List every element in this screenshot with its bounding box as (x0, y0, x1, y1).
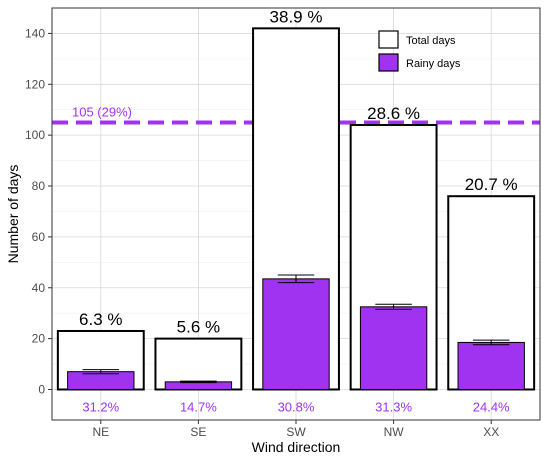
rainy-days-label: 14.7% (180, 399, 217, 414)
y-tick-label: 100 (25, 128, 45, 142)
bar-rainy-days (457, 341, 525, 390)
total-days-label: 28.6 % (367, 104, 420, 123)
x-axis-title: Wind direction (252, 439, 341, 455)
bars-layer: 6.3 % 31.2% 5.6 % 14.7% 38.9 % 30.8% 28.6 % 31.… (56, 7, 536, 414)
reference-line-label: 105 (29%) (72, 104, 132, 119)
y-tick-label: 60 (32, 230, 46, 244)
total-days-label: 20.7 % (465, 175, 518, 194)
rainy-days-label: 30.8% (278, 399, 315, 414)
rainy-days-label: 24.4% (473, 399, 510, 414)
y-tick-label: 40 (32, 281, 46, 295)
rainy-days-label: 31.2% (82, 399, 119, 414)
x-tick-label: NW (384, 425, 405, 439)
rainy-days-label: 31.3% (375, 399, 412, 414)
x-tick-label: XX (483, 425, 499, 439)
bar-rainy-days (359, 306, 428, 390)
total-days-label: 6.3 % (79, 310, 122, 329)
total-days-label: 5.6 % (177, 318, 220, 337)
x-axis: NE SE SW NW XX (92, 420, 499, 439)
y-tick-label: 0 (38, 382, 45, 396)
legend: Total days Rainy days (378, 30, 461, 72)
legend-label-rainy-days: Rainy days (406, 58, 461, 70)
y-tick-label: 120 (25, 77, 45, 91)
legend-key-rainy-days (378, 53, 399, 72)
y-tick-label: 80 (32, 179, 46, 193)
legend-key-total-days (378, 30, 399, 49)
y-axis: 0 20 40 60 80 100 120 140 (25, 26, 52, 396)
bar-rainy-days (67, 371, 135, 390)
total-days-label: 38.9 % (270, 7, 323, 26)
y-axis-title: Number of days (5, 165, 21, 264)
x-tick-label: NE (92, 425, 109, 439)
x-tick-label: SE (190, 425, 206, 439)
legend-label-total-days: Total days (406, 35, 456, 47)
y-tick-label: 20 (32, 332, 46, 346)
y-tick-label: 140 (25, 26, 45, 40)
x-tick-label: SW (286, 425, 306, 439)
bar-rainy-days (262, 278, 330, 390)
